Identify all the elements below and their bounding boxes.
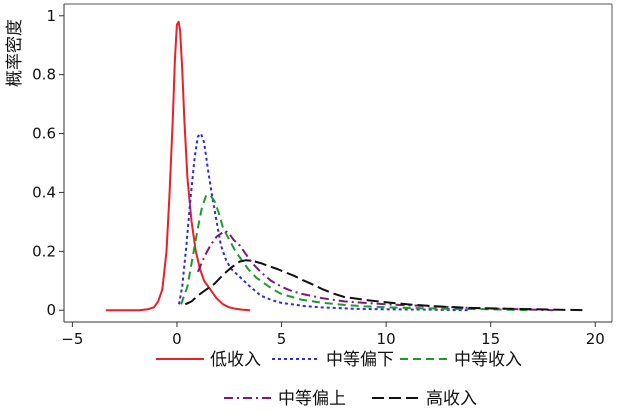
x-tick-label: 20 [586, 330, 605, 348]
y-axis-label: 概率密度 [5, 19, 25, 87]
series-line-3 [180, 194, 533, 312]
y-tick-label: 0.8 [32, 66, 56, 84]
plot-area: −5 0 5 10 15 20 0 0.2 0.4 0.6 0.8 1 [32, 3, 613, 348]
y-axis-ticks: 0 0.2 0.4 0.6 0.8 1 [32, 7, 64, 319]
series-line-5 [184, 259, 585, 312]
legend-label-1: 低收入 [210, 350, 261, 370]
series-line-1 [105, 20, 251, 312]
legend-label-3: 中等收入 [454, 350, 522, 370]
series-layer [105, 20, 585, 312]
y-tick-label: 0.2 [32, 242, 56, 260]
x-tick-label: −5 [61, 330, 83, 348]
y-tick-label: 1 [46, 7, 56, 25]
y-tick-label: 0.6 [32, 125, 56, 143]
series-line-4 [196, 229, 554, 312]
x-tick-label: 0 [172, 330, 182, 348]
series-line-2 [178, 132, 470, 312]
x-tick-label: 10 [377, 330, 396, 348]
x-tick-label: 5 [277, 330, 287, 348]
legend-label-2: 中等偏下 [326, 350, 394, 370]
legend-label-5: 高收入 [426, 389, 477, 409]
legend-label-4: 中等偏上 [278, 389, 346, 409]
x-tick-label: 15 [481, 330, 500, 348]
y-tick-label: 0.4 [32, 183, 56, 201]
y-tick-label: 0 [46, 301, 56, 319]
x-axis-ticks: −5 0 5 10 15 20 [61, 322, 605, 348]
